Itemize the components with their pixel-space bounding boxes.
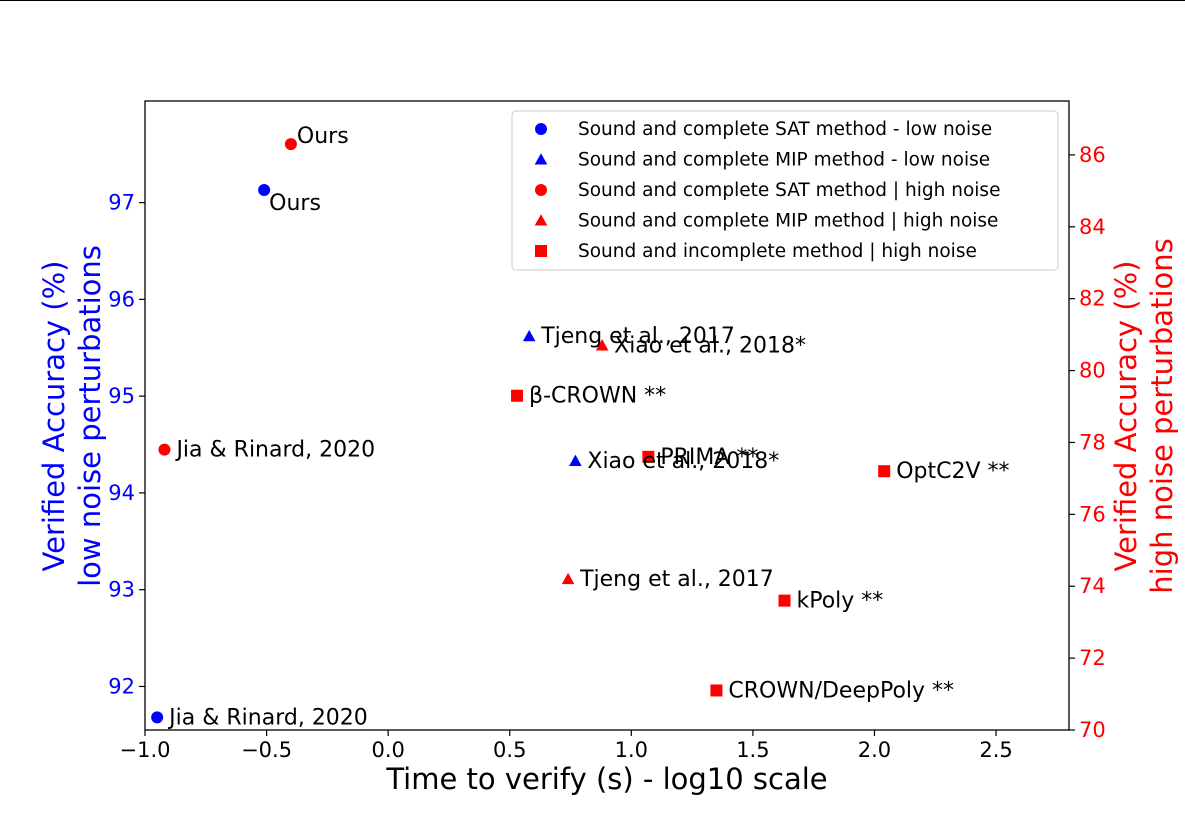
point-label: Xiao et al., 2018* bbox=[614, 333, 806, 358]
left-tick-label: 92 bbox=[108, 674, 135, 698]
legend-marker-triangle bbox=[534, 214, 548, 226]
data-point-square bbox=[710, 684, 723, 697]
legend-label: Sound and complete SAT method | high noi… bbox=[578, 180, 1000, 201]
x-axis-ticks: −1.0 −0.5 0.0 0.5 1.0 1.5 2.0 2.5 bbox=[120, 730, 1013, 762]
x-axis-title: Time to verify (s) - log10 scale bbox=[385, 762, 827, 796]
legend-label: Sound and incomplete method | high noise bbox=[578, 241, 977, 262]
right-tick-label: 72 bbox=[1079, 646, 1106, 670]
point-label: Jia & Rinard, 2020 bbox=[167, 705, 368, 730]
legend-marker-circle bbox=[535, 123, 547, 135]
right-tick-label: 74 bbox=[1079, 574, 1106, 598]
right-axis-title-line-1: Verified Accuracy (%) bbox=[1109, 261, 1143, 572]
x-tick-label: 0.5 bbox=[493, 738, 526, 762]
data-point-triangle bbox=[569, 454, 582, 467]
data-point-circle bbox=[151, 711, 164, 724]
data-point-triangle bbox=[595, 339, 609, 351]
right-tick-label: 82 bbox=[1079, 287, 1106, 311]
data-point-triangle bbox=[522, 329, 536, 342]
x-tick-label: −1.0 bbox=[120, 738, 171, 762]
point-label: Tjeng et al., 2017 bbox=[579, 567, 774, 592]
x-tick-label: 2.5 bbox=[979, 738, 1012, 762]
right-tick-label: 70 bbox=[1079, 718, 1106, 742]
left-tick-label: 94 bbox=[108, 481, 135, 505]
plot-frame bbox=[144, 100, 1070, 731]
right-axis-title: Verified Accuracy (%) high noise perturb… bbox=[1109, 238, 1179, 593]
x-tick-label: −0.5 bbox=[241, 738, 292, 762]
point-annotations: Ours Jia & Rinard, 2020 Tjeng et al., 2017… bbox=[167, 124, 1009, 730]
point-label: Xiao et al., 2018* bbox=[587, 449, 779, 474]
right-axis-title-line-2: high noise perturbations bbox=[1145, 238, 1179, 593]
data-point-triangle bbox=[561, 572, 575, 585]
point-label: Ours bbox=[297, 124, 349, 149]
legend-label: Sound and complete MIP method - low nois… bbox=[578, 150, 990, 171]
data-points bbox=[151, 138, 891, 724]
right-tick-label: 86 bbox=[1079, 143, 1106, 167]
point-label: Jia & Rinard, 2020 bbox=[174, 438, 375, 463]
right-tick-label: 78 bbox=[1079, 430, 1106, 454]
right-tick-label: 84 bbox=[1079, 215, 1106, 239]
data-point-square bbox=[642, 450, 655, 463]
data-point-square bbox=[878, 465, 891, 478]
left-axis-ticks: 92 93 94 95 96 97 bbox=[108, 191, 145, 698]
data-point-circle bbox=[258, 184, 271, 197]
right-tick-label: 76 bbox=[1079, 502, 1106, 526]
legend: Sound and complete SAT method - low nois… bbox=[511, 110, 1059, 271]
right-tick-label: 80 bbox=[1079, 359, 1106, 383]
x-tick-label: 1.0 bbox=[615, 738, 648, 762]
legend-label: Sound and complete SAT method - low nois… bbox=[578, 119, 992, 140]
left-axis-title-line-1: Verified Accuracy (%) bbox=[37, 261, 71, 572]
legend-marker-circle bbox=[535, 184, 547, 196]
left-tick-label: 95 bbox=[108, 384, 135, 408]
left-axis-title: Verified Accuracy (%) low noise perturba… bbox=[37, 245, 107, 587]
left-tick-label: 97 bbox=[108, 191, 135, 215]
x-tick-label: 1.5 bbox=[736, 738, 769, 762]
legend-frame bbox=[511, 110, 1059, 271]
legend-marker-square bbox=[535, 245, 547, 257]
point-label: Tjeng et al., 2017 bbox=[540, 324, 735, 349]
point-label: β-CROWN ** bbox=[529, 384, 666, 409]
legend-marker-triangle bbox=[534, 153, 548, 165]
data-point-square bbox=[511, 389, 524, 402]
point-label: PRIMA ** bbox=[660, 445, 758, 470]
legend-label: Sound and complete MIP method | high noi… bbox=[578, 211, 998, 232]
data-point-circle bbox=[158, 443, 171, 456]
point-label: Ours bbox=[269, 191, 321, 216]
top-border bbox=[0, 0, 1185, 1]
data-point-circle bbox=[284, 138, 297, 151]
x-tick-label: 2.0 bbox=[858, 738, 891, 762]
point-label: CROWN/DeepPoly ** bbox=[728, 678, 954, 703]
point-label: OptC2V ** bbox=[896, 459, 1009, 484]
left-tick-label: 93 bbox=[108, 578, 135, 602]
x-tick-label: 0.0 bbox=[371, 738, 404, 762]
point-label: kPoly ** bbox=[797, 589, 884, 614]
right-axis-ticks: 70 72 74 76 78 80 82 84 86 bbox=[1069, 143, 1106, 742]
left-axis-title-line-2: low noise perturbations bbox=[73, 245, 107, 587]
data-point-square bbox=[778, 594, 791, 607]
left-tick-label: 96 bbox=[108, 287, 135, 311]
